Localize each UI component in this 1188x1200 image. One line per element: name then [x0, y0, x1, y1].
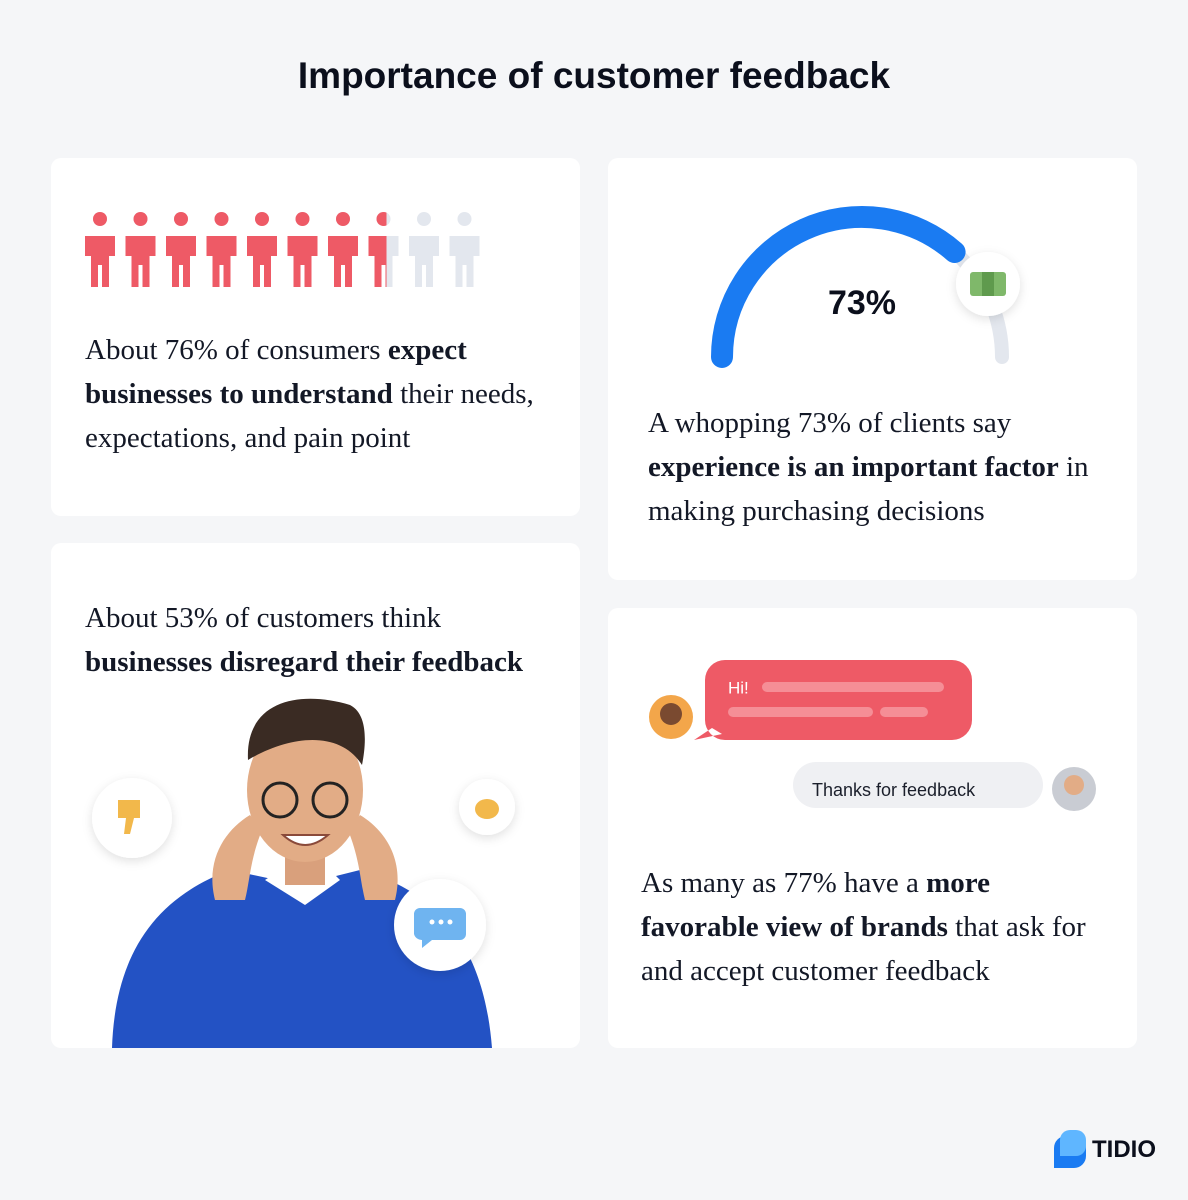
greeting-text: Hi!	[728, 678, 749, 697]
person-filled	[166, 212, 196, 287]
text: A whopping 73% of clients say	[648, 407, 1012, 439]
person-body	[368, 236, 387, 287]
person-filled	[247, 212, 277, 287]
text: in making purchasing decisions	[648, 451, 1089, 527]
card-text: About 53% of customers think businesses …	[85, 596, 565, 684]
person-body	[206, 236, 237, 287]
clap-icon	[475, 799, 499, 819]
text: that ask for and accept customer feedbac…	[641, 911, 1086, 987]
person-filled	[206, 212, 237, 287]
person-filled	[287, 212, 318, 287]
person-body	[85, 236, 115, 287]
money-icon	[982, 272, 994, 296]
placeholder-line	[762, 682, 944, 692]
reply-bubble	[793, 762, 1043, 808]
person-head	[214, 212, 229, 226]
person-head	[417, 212, 431, 226]
gauge-value	[711, 206, 966, 368]
text: their needs, expectations, and pain poin…	[85, 378, 534, 454]
page-title: Importance of customer feedback	[297, 55, 891, 96]
text-bold: expect businesses to understand	[85, 334, 467, 410]
chat-bubble	[694, 660, 972, 740]
text-bold: experience is an important factor	[648, 451, 1059, 483]
person-body	[287, 236, 318, 287]
person-body	[125, 236, 156, 287]
person-head	[376, 212, 387, 226]
person-head	[295, 212, 310, 226]
text: As many as 77% have a	[641, 867, 927, 899]
logo: TIDIO	[1092, 1136, 1156, 1163]
person-filled	[328, 212, 358, 287]
people-icons	[85, 212, 480, 287]
person-filled	[85, 212, 115, 287]
person-body	[328, 236, 358, 287]
placeholder-line	[728, 707, 873, 717]
person-filled	[368, 212, 387, 287]
text: About 53% of customers think	[85, 602, 442, 634]
person-head	[133, 212, 148, 226]
card-text: As many as 77% have a more favorable vie…	[641, 861, 1096, 993]
thumb-icon	[118, 800, 140, 834]
avatar	[1064, 775, 1084, 795]
person-body	[409, 236, 439, 287]
gauge-label: 73%	[828, 284, 896, 322]
person-head	[457, 212, 472, 226]
card-text: About 76% of consumers expect businesses…	[85, 328, 555, 460]
text-bold: more favorable view of brands	[641, 867, 990, 943]
placeholder-line	[880, 707, 928, 717]
avatar	[660, 703, 682, 725]
chat-icon	[414, 908, 466, 948]
person-body	[247, 236, 277, 287]
card-text: A whopping 73% of clients say experience…	[648, 401, 1108, 533]
reply-text: Thanks for feedback	[812, 780, 976, 800]
person-filled	[125, 212, 156, 287]
text: About 76% of consumers	[85, 334, 388, 366]
person-head	[174, 212, 188, 226]
person-head	[93, 212, 107, 226]
person-body	[166, 236, 196, 287]
logo-icon	[1060, 1130, 1086, 1156]
person-head	[255, 212, 269, 226]
text-bold: businesses disregard their feedback	[85, 646, 523, 678]
person-head	[336, 212, 350, 226]
person-body	[449, 236, 480, 287]
